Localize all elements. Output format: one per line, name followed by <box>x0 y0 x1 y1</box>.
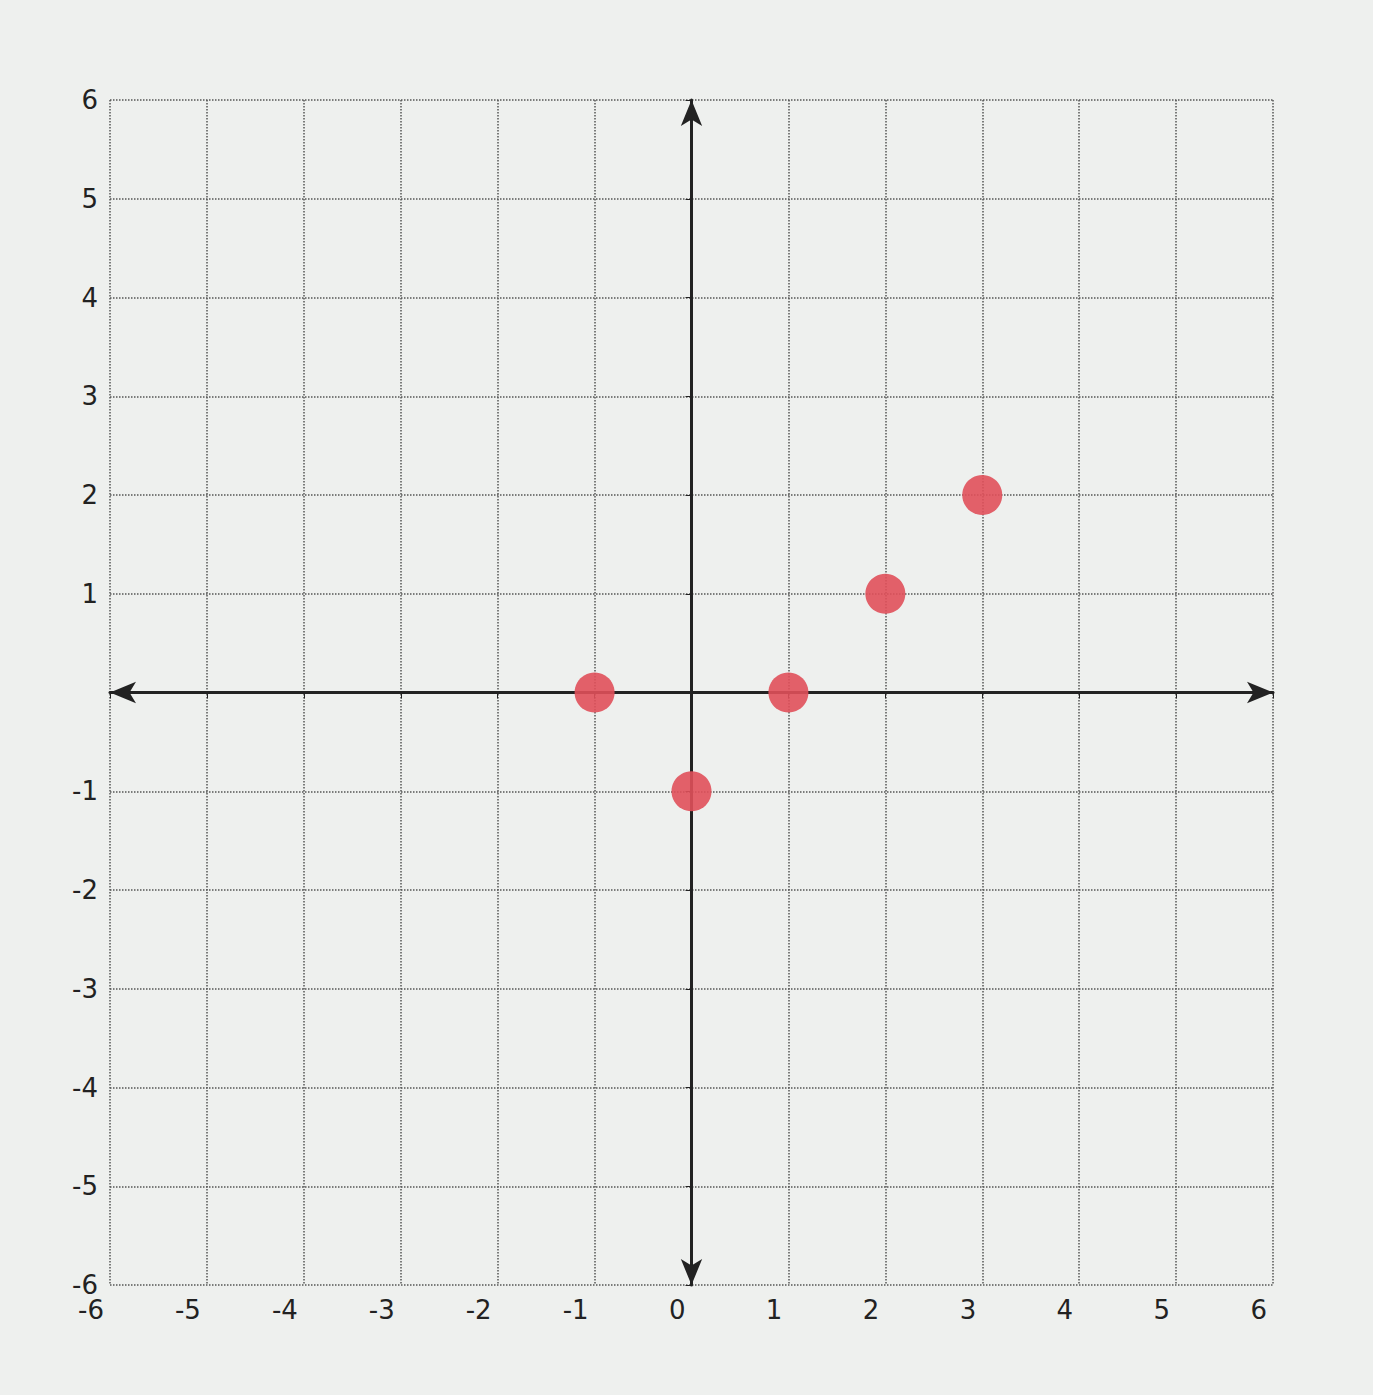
svg-text:-2: -2 <box>466 1295 492 1325</box>
svg-text:-3: -3 <box>369 1295 395 1325</box>
svg-text:-3: -3 <box>72 974 98 1004</box>
svg-text:6: 6 <box>81 85 98 115</box>
svg-text:-5: -5 <box>72 1171 98 1201</box>
svg-text:0: 0 <box>669 1295 686 1325</box>
svg-text:2: 2 <box>863 1295 880 1325</box>
svg-text:-6: -6 <box>78 1295 104 1325</box>
svg-text:2: 2 <box>81 480 98 510</box>
svg-text:-2: -2 <box>72 875 98 905</box>
svg-text:-4: -4 <box>72 1073 98 1103</box>
svg-text:5: 5 <box>81 184 98 214</box>
svg-text:-6: -6 <box>72 1270 98 1300</box>
svg-text:5: 5 <box>1154 1295 1171 1325</box>
svg-text:-5: -5 <box>175 1295 201 1325</box>
svg-text:-1: -1 <box>72 776 98 806</box>
svg-text:6: 6 <box>1250 1295 1267 1325</box>
svg-text:4: 4 <box>1057 1295 1074 1325</box>
svg-text:-1: -1 <box>563 1295 589 1325</box>
svg-text:1: 1 <box>766 1295 783 1325</box>
svg-text:3: 3 <box>960 1295 977 1325</box>
svg-text:4: 4 <box>81 283 98 313</box>
svg-text:-4: -4 <box>272 1295 298 1325</box>
svg-text:1: 1 <box>81 579 98 609</box>
svg-text:3: 3 <box>81 381 98 411</box>
